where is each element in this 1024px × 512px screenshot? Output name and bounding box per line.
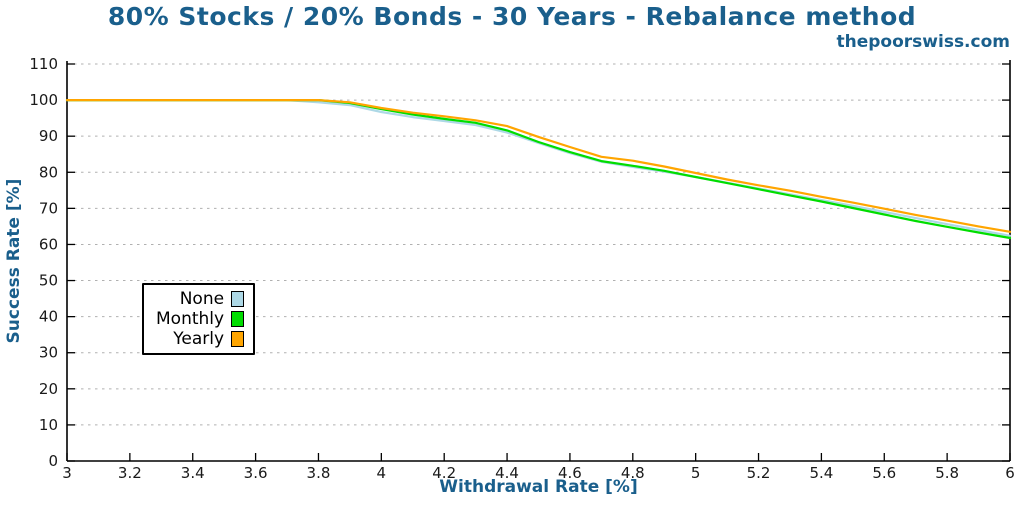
x-tick-label: 6 [1005, 464, 1015, 482]
x-axis-title: Withdrawal Rate [%] [439, 477, 638, 497]
legend-item-none: None [156, 289, 245, 309]
x-tick-label: 3.8 [307, 464, 331, 482]
y-tick-label: 0 [48, 452, 58, 470]
y-tick-label: 80 [39, 163, 58, 181]
series-line-monthly [65, 98, 1012, 240]
gridlines [67, 63, 1010, 426]
x-axis-ticks: 3 3.2 3.4 3.6 3.8 4 4.2 4.4 4.6 4.8 5 5.2 5.4 5.6 5.8 6 [62, 453, 1015, 482]
legend-item-yearly: Yearly [156, 329, 245, 349]
x-tick-label: 3.6 [244, 464, 268, 482]
y-tick-label: 20 [39, 380, 58, 398]
legend-label-yearly: Yearly [173, 329, 225, 349]
legend: None Monthly Yearly [142, 283, 256, 355]
x-tick-label: 5.8 [935, 464, 959, 482]
axes [66, 60, 1011, 462]
x-tick-label: 4.4 [495, 464, 519, 482]
x-tick-label: 5.6 [872, 464, 896, 482]
y-axis-ticks: 0 10 20 30 40 50 60 70 80 90 100 110 [29, 55, 1010, 470]
legend-label-none: None [179, 289, 225, 309]
y-tick-label: 70 [39, 199, 58, 217]
y-tick-label: 30 [39, 344, 58, 362]
x-tick-label: 5 [691, 464, 701, 482]
x-tick-label: 4.2 [432, 464, 456, 482]
y-tick-label: 40 [39, 308, 58, 326]
series-line-none [65, 98, 1012, 237]
x-tick-label: 4.8 [621, 464, 645, 482]
y-tick-label: 10 [39, 416, 58, 434]
y-tick-label: 60 [39, 235, 58, 253]
legend-swatch-monthly [231, 311, 245, 327]
y-axis-title: Success Rate [%] [4, 178, 24, 344]
legend-item-monthly: Monthly [156, 309, 245, 329]
chart-title: 80% Stocks / 20% Bonds - 30 Years - Reba… [107, 2, 917, 31]
legend-label-monthly: Monthly [156, 309, 225, 329]
watermark-text: thepoorswiss.com [836, 32, 1011, 52]
x-tick-label: 4.6 [558, 464, 582, 482]
legend-swatch-yearly [231, 331, 245, 347]
x-tick-label: 3 [62, 464, 72, 482]
y-tick-label: 50 [39, 272, 58, 290]
x-tick-label: 3.2 [118, 464, 142, 482]
series-line-yearly [65, 98, 1012, 233]
x-tick-label: 5.4 [809, 464, 833, 482]
y-tick-label: 110 [29, 55, 58, 73]
legend-swatch-none [231, 291, 245, 307]
y-tick-label: 100 [29, 91, 58, 109]
x-tick-label: 5.2 [747, 464, 771, 482]
y-tick-label: 90 [39, 127, 58, 145]
x-tick-label: 4 [377, 464, 387, 482]
x-tick-label: 3.4 [181, 464, 205, 482]
